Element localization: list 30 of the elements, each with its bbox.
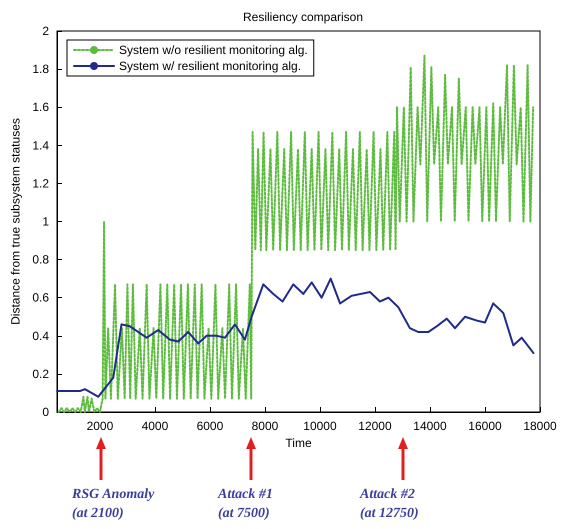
x-tick-label: 8000 <box>252 419 279 433</box>
y-axis-title: Distance from true subsystem statuses <box>8 118 22 325</box>
y-tick-label: 1.6 <box>32 100 50 114</box>
y-tick-label: 0.8 <box>32 252 50 267</box>
legend-label: System w/ resilient monitoring alg. <box>119 59 302 73</box>
y-tick-label: 2 <box>42 24 50 38</box>
x-axis-title: Time <box>285 436 312 450</box>
y-tick-label: 1.8 <box>32 62 50 76</box>
y-tick-label: 0.2 <box>32 366 50 381</box>
text: Attack #2 (at 12750) <box>360 486 419 523</box>
text: RSG Anomaly (at 2100) <box>72 486 154 523</box>
x-tick-label: 18000 <box>523 419 558 433</box>
y-tick-label: 0 <box>42 405 50 419</box>
x-tick-label: 12000 <box>358 419 392 433</box>
line-series <box>58 54 534 413</box>
y-tick-label: 1 <box>42 214 50 228</box>
y-tick-label: 1.2 <box>32 176 50 190</box>
y-tick-label: 1.4 <box>32 138 50 152</box>
y-tick-label: 0.4 <box>32 328 50 343</box>
x-tick-label: 16000 <box>468 419 502 433</box>
x-tick-label: 10000 <box>303 419 337 433</box>
x-tick-label: 4000 <box>142 419 169 433</box>
x-tick-label: 6000 <box>196 419 224 433</box>
chart-title: Resiliency comparison <box>242 10 364 24</box>
text: Attack #1 (at 7500) <box>218 486 273 523</box>
legend-label: System w/o resilient monitoring alg. <box>119 43 308 57</box>
x-tick-label: 14000 <box>413 419 447 433</box>
y-tick-label: 0.6 <box>32 290 50 305</box>
line-series <box>56 278 534 398</box>
x-tick-label: 2000 <box>86 419 114 433</box>
